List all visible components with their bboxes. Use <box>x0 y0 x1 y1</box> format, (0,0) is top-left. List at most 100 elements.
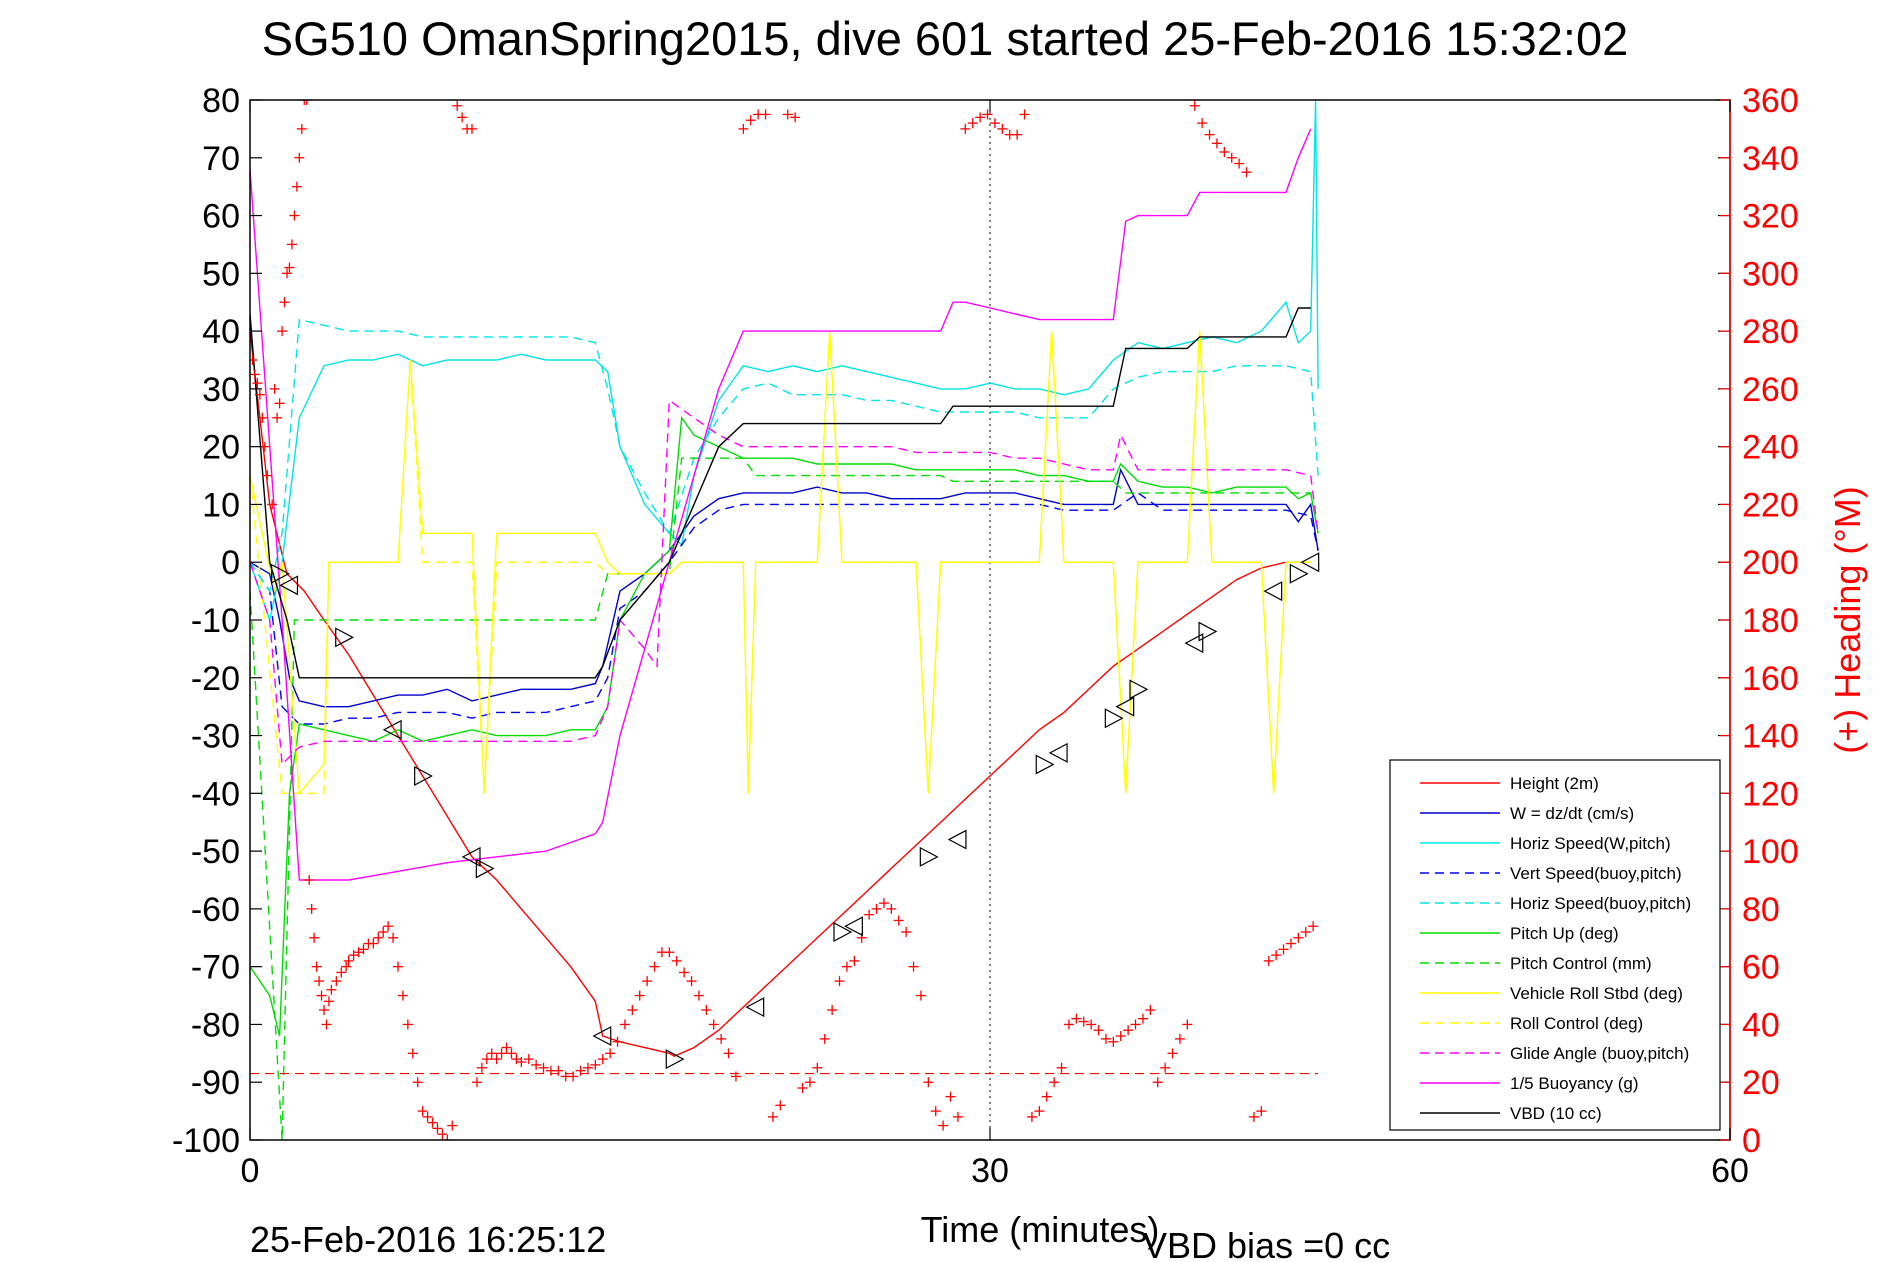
legend-label: Vehicle Roll Stbd (deg) <box>1510 984 1683 1003</box>
series-line-pitch-up-deg- <box>250 415 1319 1037</box>
heading-marker <box>745 115 756 126</box>
heading-marker <box>262 470 273 481</box>
heading-marker <box>1137 1013 1148 1024</box>
heading-marker <box>277 326 288 337</box>
y-left-tick-label: 60 <box>202 198 240 236</box>
triangle-marker <box>1300 552 1320 573</box>
heading-marker <box>716 1033 727 1044</box>
heading-marker <box>1145 1005 1156 1015</box>
series-line-pitch-control-mm- <box>250 457 1319 1140</box>
heading-marker <box>893 915 904 926</box>
heading-marker <box>901 927 912 937</box>
footer-vbd-bias: VBD bias =0 cc <box>1143 1225 1390 1262</box>
y-right-tick-label: 240 <box>1742 429 1799 467</box>
y-right-tick-label: 40 <box>1742 1006 1780 1044</box>
heading-marker <box>417 1106 428 1117</box>
heading-marker <box>960 123 971 134</box>
heading-marker <box>1012 129 1023 140</box>
heading-marker <box>760 109 771 120</box>
heading-marker <box>1182 1019 1193 1030</box>
heading-marker <box>1308 921 1319 932</box>
heading-marker <box>286 239 297 250</box>
heading-marker <box>531 1059 542 1070</box>
y-left-tick-label: -70 <box>191 949 240 987</box>
heading-marker <box>1204 129 1215 140</box>
y-left-tick-label: -40 <box>191 775 240 813</box>
y-right-tick-label: 0 <box>1742 1122 1761 1160</box>
heading-marker <box>422 1111 433 1122</box>
triangle-marker <box>382 719 402 740</box>
y-left-tick-label: 30 <box>202 371 240 409</box>
heading-marker <box>284 262 295 273</box>
series-line-vbd-10-cc- <box>250 307 1311 679</box>
heading-marker <box>568 1071 579 1082</box>
y-axis-right-label: (+) Heading (°M) <box>1827 486 1868 753</box>
triangle-marker <box>1048 742 1068 763</box>
heading-marker <box>767 1111 778 1122</box>
footer-timestamp: 25-Feb-2016 16:25:12 <box>250 1219 606 1260</box>
heading-marker <box>982 109 993 120</box>
triangle-marker <box>279 575 299 596</box>
heading-marker <box>634 990 645 1001</box>
legend-label: W = dz/dt (cm/s) <box>1510 804 1634 823</box>
heading-marker <box>323 996 334 1007</box>
heading-marker <box>272 412 283 423</box>
heading-marker <box>491 1054 502 1065</box>
legend-label: Vert Speed(buoy,pitch) <box>1510 864 1682 883</box>
legend-label: 1/5 Buoyancy (g) <box>1510 1074 1639 1093</box>
heading-marker <box>1130 1019 1141 1030</box>
heading-marker <box>797 1083 808 1093</box>
series-line-horiz-speed-w-pitch- <box>250 100 1319 623</box>
heading-marker <box>383 921 394 932</box>
legend-item: 1/5 Buoyancy (g) <box>1420 1074 1639 1093</box>
series-line-roll-control-deg- <box>250 331 1311 794</box>
triangle-marker <box>1035 754 1055 775</box>
heading-marker <box>967 118 978 129</box>
heading-marker <box>316 990 327 1001</box>
heading-marker <box>938 1120 949 1131</box>
triangle-marker <box>844 916 863 937</box>
heading-marker <box>306 903 317 914</box>
heading-marker <box>319 1005 329 1015</box>
triangle-marker <box>414 766 433 786</box>
heading-marker <box>291 181 302 192</box>
heading-marker <box>923 1077 934 1088</box>
series-line-vert-speed-buoy-pitch- <box>250 492 1319 725</box>
legend-box <box>1389 759 1721 1131</box>
heading-marker <box>1026 1111 1037 1122</box>
heading-marker <box>997 123 1008 134</box>
heading-marker <box>619 1019 630 1030</box>
heading-marker <box>1278 944 1289 955</box>
heading-marker <box>378 927 389 937</box>
y-left-tick-label: -80 <box>191 1006 240 1044</box>
triangle-marker <box>947 829 967 850</box>
heading-marker <box>730 1071 741 1082</box>
heading-marker <box>708 1019 719 1030</box>
heading-marker <box>467 123 477 134</box>
legend-label: VBD (10 cc) <box>1510 1104 1602 1123</box>
legend-label: Roll Control (deg) <box>1510 1014 1643 1033</box>
legend-item: Vehicle Roll Stbd (deg) <box>1420 984 1683 1003</box>
y-left-tick-label: -20 <box>191 660 240 698</box>
heading-marker <box>915 990 926 1001</box>
heading-marker <box>1263 955 1274 966</box>
triangle-marker <box>1184 633 1204 654</box>
heading-marker <box>299 100 310 105</box>
heading-marker <box>841 961 852 972</box>
heading-marker <box>649 961 660 972</box>
y-right-tick-label: 200 <box>1742 544 1799 582</box>
heading-marker <box>309 932 320 943</box>
heading-marker <box>908 961 919 972</box>
heading-marker <box>804 1077 815 1088</box>
heading-marker <box>1219 147 1230 157</box>
heading-marker <box>304 875 315 885</box>
heading-marker <box>252 378 263 389</box>
heading-marker <box>393 961 403 972</box>
heading-marker <box>358 944 369 955</box>
heading-marker <box>553 1065 564 1076</box>
heading-marker <box>790 112 801 123</box>
heading-marker <box>397 990 408 1001</box>
legend-item: W = dz/dt (cm/s) <box>1420 804 1634 823</box>
legend-item: Glide Angle (buoy,pitch) <box>1420 1044 1689 1063</box>
